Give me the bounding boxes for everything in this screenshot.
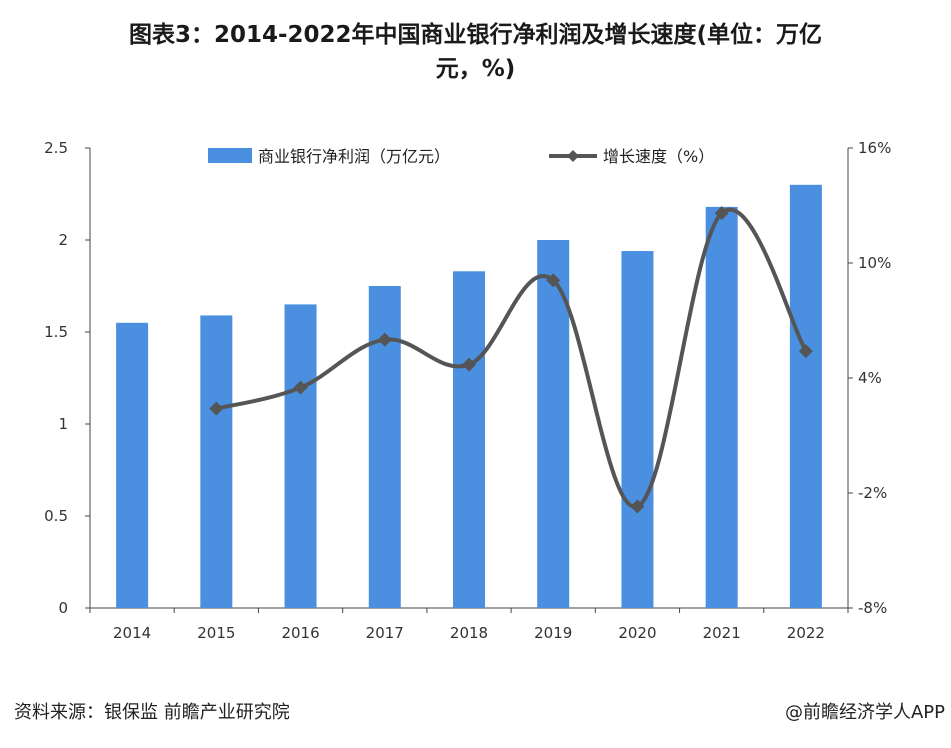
x-tick-label: 2017 [366,624,404,642]
left-tick-label: 1.5 [44,323,68,341]
line-point [293,380,308,395]
right-tick-label: 4% [858,369,882,387]
left-tick-label: 0 [58,599,68,617]
chart-title-line2: 元，%) [435,56,516,82]
source-note: 资料来源：银保监 前瞻产业研究院 [14,702,290,723]
line-point [209,401,224,416]
bar [621,251,654,609]
x-tick-label: 2014 [113,624,151,642]
line-point [714,206,729,221]
bar [200,315,233,608]
legend-line-label: 增长速度（%） [603,147,714,166]
bar [705,206,738,608]
right-tick-label: -8% [858,599,887,617]
line-point [462,357,476,372]
right-tick-label: 16% [858,139,891,157]
line-point [377,332,392,347]
left-tick-label: 0.5 [44,507,68,525]
right-tick-label: 10% [858,254,891,272]
x-tick-label: 2020 [618,624,656,642]
legend-bar-label: 商业银行净利润（万亿元） [258,147,450,166]
bar [453,271,485,608]
combo-chart: 0 0.5 1 1.5 2 2.5 -8% -2% 4% 10% 16% 2014 2015 2016 20… [44,139,891,642]
legend-line-marker [567,150,579,162]
chart-title: 图表3：2014-2022年中国商业银行净利润及增长速度(单位：万亿 元，%) [20,18,931,86]
x-tick-label: 2016 [281,624,319,642]
chart-title-line1: 图表3：2014-2022年中国商业银行净利润及增长速度(单位：万亿 [128,22,823,48]
line-point [630,499,645,514]
right-tick-label: -2% [858,484,887,502]
left-tick-label: 1 [58,415,68,433]
bar [116,322,149,608]
line-point [546,273,561,288]
credit-note: @前瞻经济学人APP [784,702,945,723]
x-tick-label: 2018 [450,624,488,642]
x-tick-label: 2015 [197,624,235,642]
line-point [798,344,813,359]
x-tick-label: 2021 [703,624,741,642]
bar [284,304,317,608]
left-tick-label: 2 [58,231,68,249]
bar [789,184,822,609]
x-tick-label: 2019 [534,624,572,642]
left-tick-label: 2.5 [44,139,68,157]
legend-bar-swatch [208,148,252,163]
x-tick-label: 2022 [787,624,825,642]
